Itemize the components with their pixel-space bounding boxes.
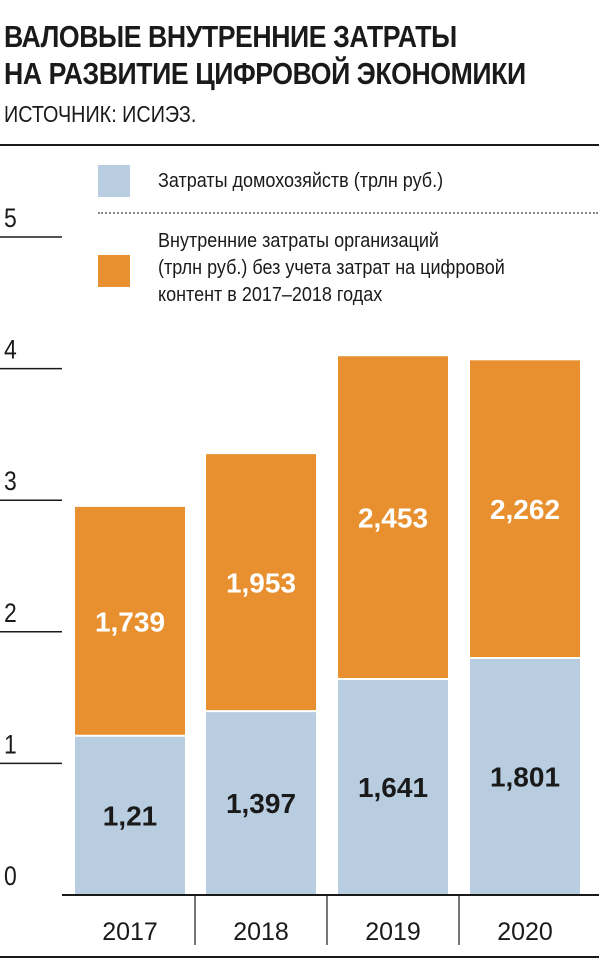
header-rule [0,144,599,146]
data-label: 1,641 [358,772,428,803]
legend-label-organizations-line-2: (трлн руб.) без учета затрат на цифровой [158,257,505,279]
data-label: 1,801 [490,761,560,792]
x-tick-label: 2017 [102,918,158,946]
bar-segment [338,356,448,680]
y-tick-label: 4 [4,335,17,365]
bar-segment [470,657,580,895]
data-label: 1,953 [226,568,296,599]
bar-segment [206,454,316,712]
bar-segment [75,506,185,736]
bar-segment [338,679,448,895]
x-tick-label: 2020 [497,918,553,946]
legend-label-households-line: Затраты домохозяйств (трлн руб.) [158,170,444,192]
chart-title-line-2: НА РАЗВИТИЕ ЦИФРОВОЙ ЭКОНОМИКИ [4,56,526,91]
legend-separator [98,212,598,214]
data-label: 1,397 [226,788,296,819]
x-tick-label: 2018 [233,918,289,946]
bar-segment [75,735,185,895]
chart-source: ИСТОЧНИК: ИСИЭЗ. [4,101,197,127]
bar-segment [206,711,316,895]
data-label: 1,21 [103,800,158,831]
y-tick-label: 3 [4,466,17,496]
y-tick-label: 2 [4,598,17,628]
data-label: 2,262 [490,494,560,525]
legend-label-organizations-line-3: контент в 2017–2018 годах [158,284,383,306]
y-tick-label: 0 [4,861,17,891]
legend-swatch-households [98,165,130,197]
x-tick-label: 2019 [365,918,421,946]
data-label: 2,453 [358,503,428,534]
legend-label-organizations: Внутренние затраты организаций (трлн руб… [158,228,505,309]
y-tick-label: 1 [4,730,17,760]
y-tick-label: 5 [4,203,17,233]
data-label: 1,739 [95,606,165,637]
chart-title-line-1: ВАЛОВЫЕ ВНУТРЕННИЕ ЗАТРАТЫ [4,19,457,54]
legend-swatch-organizations [98,255,130,287]
chart-title: ВАЛОВЫЕ ВНУТРЕННИЕ ЗАТРАТЫ НА РАЗВИТИЕ Ц… [4,18,526,92]
legend-label-households: Затраты домохозяйств (трлн руб.) [158,168,443,195]
bar-segment [470,360,580,658]
legend-label-organizations-line-1: Внутренние затраты организаций [158,230,439,252]
